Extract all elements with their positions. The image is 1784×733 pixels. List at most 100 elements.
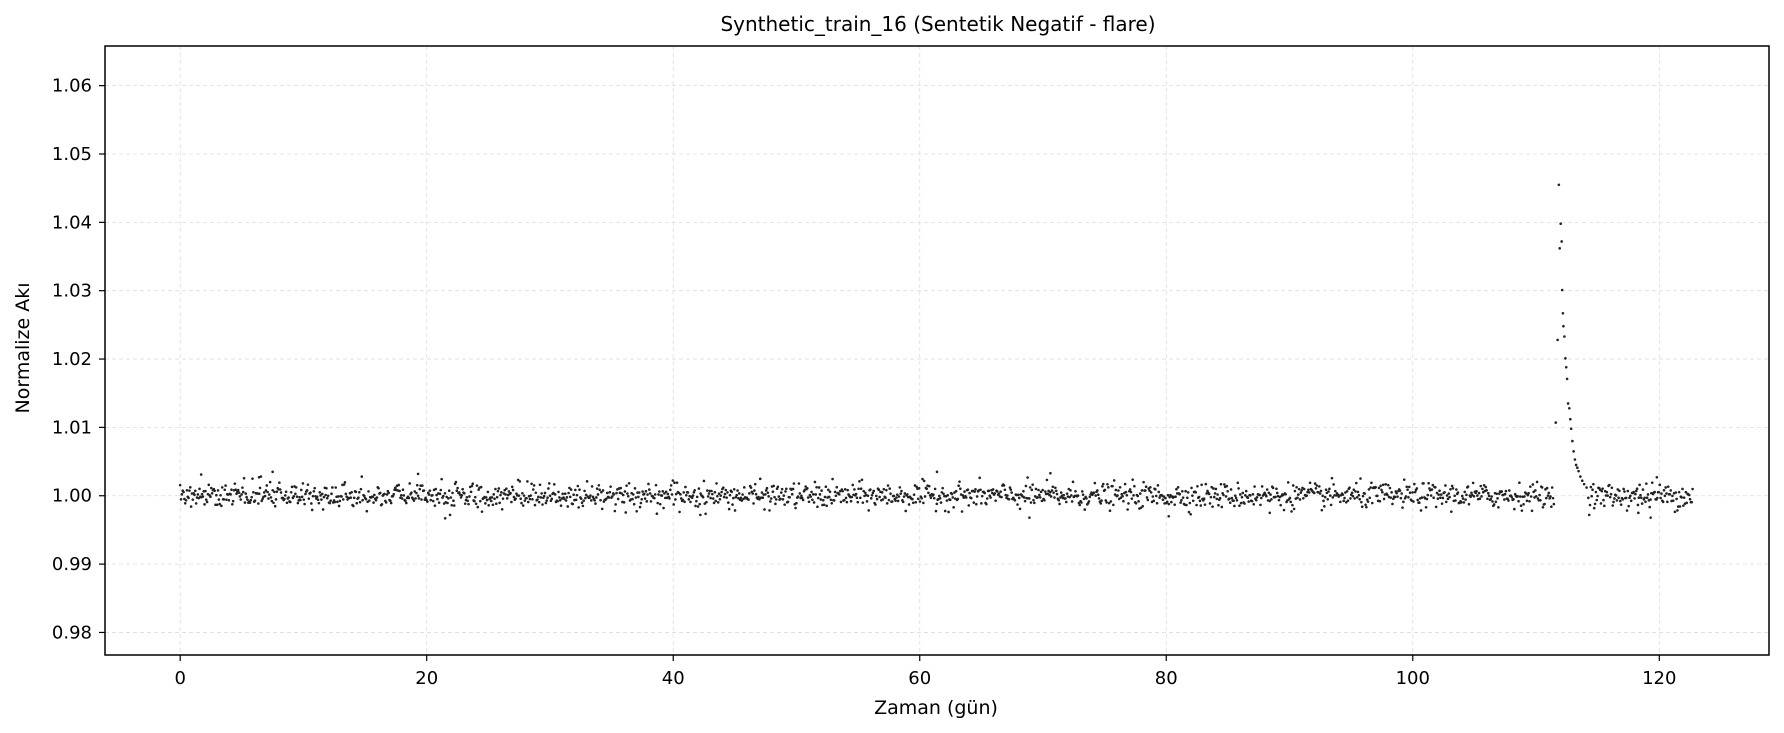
- data-point: [877, 488, 881, 492]
- data-point: [1031, 483, 1034, 486]
- data-point: [1212, 495, 1216, 499]
- data-point: [1238, 493, 1242, 496]
- data-point: [1013, 498, 1017, 502]
- data-point: [352, 504, 355, 508]
- data-point: [1315, 484, 1319, 487]
- data-point: [389, 501, 393, 505]
- data-point: [360, 475, 364, 478]
- data-point: [1682, 504, 1685, 507]
- data-point: [268, 480, 272, 484]
- data-point: [563, 497, 566, 501]
- data-point: [538, 483, 542, 487]
- data-point: [405, 501, 408, 505]
- data-point: [844, 496, 848, 500]
- data-point: [1690, 500, 1694, 504]
- data-point: [1344, 500, 1348, 504]
- y-tick-label: 1.06: [52, 76, 92, 97]
- data-point: [1136, 494, 1140, 498]
- data-point: [1352, 488, 1356, 491]
- data-point: [1619, 503, 1623, 506]
- data-point: [1195, 503, 1198, 507]
- data-point: [737, 496, 740, 500]
- data-point: [1487, 494, 1491, 498]
- data-point: [829, 498, 833, 502]
- data-point: [720, 490, 723, 494]
- data-point: [1560, 240, 1563, 243]
- data-point: [1671, 499, 1675, 502]
- data-point: [261, 497, 264, 501]
- data-point: [565, 496, 569, 499]
- data-point: [795, 501, 798, 505]
- data-point: [1237, 487, 1240, 490]
- data-point: [1379, 484, 1382, 488]
- data-point: [324, 493, 327, 497]
- data-point: [1520, 509, 1524, 512]
- data-point: [1649, 498, 1652, 501]
- data-point: [907, 503, 911, 506]
- data-point: [1606, 494, 1609, 497]
- data-point: [1558, 247, 1562, 250]
- data-point: [194, 489, 197, 493]
- data-point: [751, 492, 754, 495]
- data-point: [1569, 427, 1573, 431]
- data-point: [303, 502, 306, 506]
- data-point: [1639, 493, 1642, 497]
- data-point: [1627, 504, 1630, 508]
- data-point: [609, 485, 612, 488]
- data-point: [980, 494, 984, 498]
- data-point: [437, 501, 441, 504]
- data-point: [289, 500, 292, 504]
- data-point: [233, 482, 237, 485]
- data-point: [761, 496, 765, 500]
- data-point: [257, 502, 260, 505]
- data-point: [912, 493, 916, 496]
- data-point: [1087, 500, 1091, 503]
- data-point: [1673, 510, 1677, 514]
- data-point: [1328, 494, 1332, 497]
- data-point: [684, 493, 688, 497]
- data-point: [1472, 494, 1476, 498]
- data-point: [594, 502, 597, 505]
- data-point: [758, 497, 761, 501]
- data-point: [558, 498, 562, 502]
- data-point: [294, 486, 298, 489]
- data-point: [1225, 484, 1229, 488]
- data-point: [1645, 496, 1649, 499]
- data-point: [1585, 486, 1588, 489]
- data-point: [452, 499, 455, 502]
- data-point: [841, 489, 844, 493]
- data-point: [540, 492, 543, 495]
- data-point: [979, 488, 982, 492]
- data-point: [533, 503, 537, 507]
- data-point: [682, 491, 686, 494]
- data-point: [608, 490, 612, 494]
- data-point: [600, 507, 604, 511]
- data-point: [1355, 481, 1358, 485]
- data-point: [624, 511, 628, 514]
- data-point: [1661, 500, 1665, 504]
- data-point: [422, 489, 426, 492]
- data-point: [901, 500, 905, 504]
- data-point: [1024, 484, 1028, 488]
- data-point: [1324, 488, 1328, 491]
- data-point: [1238, 504, 1241, 508]
- data-point: [385, 493, 389, 496]
- data-point: [712, 501, 716, 505]
- data-point: [307, 497, 311, 500]
- data-point: [1634, 489, 1638, 493]
- x-axis-ticks: 0 20 40 60 80 100 120: [174, 655, 1676, 689]
- data-point: [1369, 486, 1372, 489]
- data-point: [669, 488, 672, 492]
- data-point: [668, 497, 671, 500]
- data-point: [726, 491, 729, 494]
- data-point: [741, 493, 744, 496]
- data-point: [933, 487, 937, 491]
- data-point: [436, 497, 439, 501]
- data-point: [204, 489, 207, 493]
- data-point: [1270, 498, 1273, 501]
- data-point: [197, 496, 200, 500]
- data-point: [553, 493, 557, 496]
- data-point: [1384, 483, 1388, 486]
- data-point: [1252, 502, 1256, 506]
- data-point: [1175, 487, 1178, 491]
